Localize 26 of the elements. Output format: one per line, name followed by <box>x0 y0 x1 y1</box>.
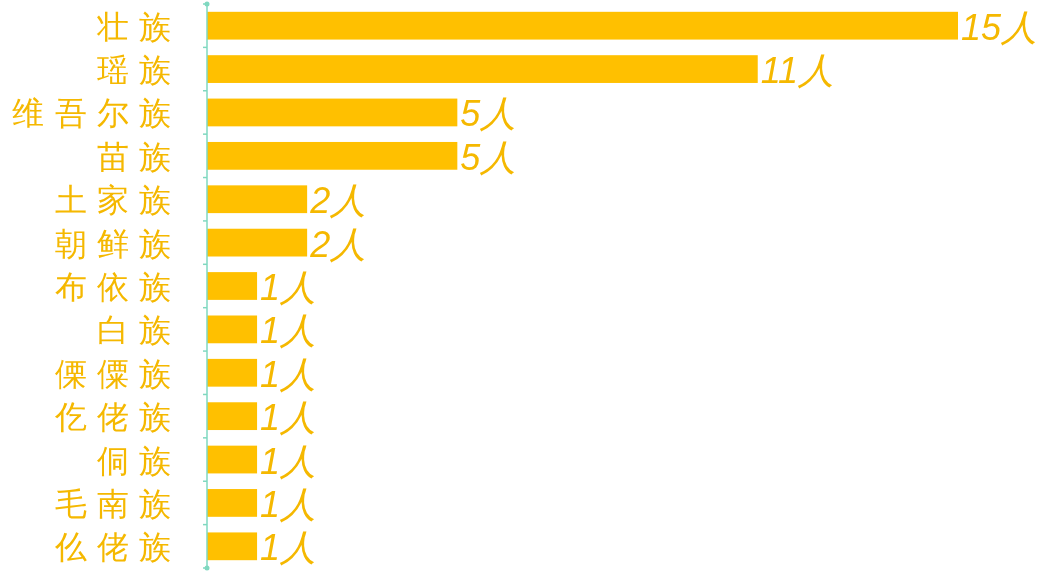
data-label: 1人 <box>260 310 317 352</box>
data-label: 5人 <box>460 93 517 135</box>
data-label: 1人 <box>260 353 317 395</box>
data-label: 15人 <box>961 6 1038 48</box>
y-tick-label: 白 族 <box>96 311 171 350</box>
y-tick-label: 苗 族 <box>96 137 171 176</box>
data-label: 1人 <box>260 440 317 482</box>
y-tick-label: 朝 鲜 族 <box>54 224 171 263</box>
data-label: 1人 <box>260 483 317 525</box>
data-label: 1人 <box>260 397 317 439</box>
data-label: 1人 <box>260 267 317 308</box>
y-tick-label: 土 家 族 <box>54 181 171 220</box>
y-tick-label: 仫 佬 族 <box>53 528 171 567</box>
y-tick-label: 侗 族 <box>96 441 171 480</box>
y-tick-label: 壮 族 <box>95 7 171 46</box>
y-tick-label: 毛 南 族 <box>54 484 171 523</box>
data-label: 5人 <box>460 136 517 178</box>
y-tick-label: 维 吾 尔 族 <box>12 94 171 133</box>
y-tick-label: 傈 僳 族 <box>54 354 171 393</box>
data-label: 2人 <box>309 180 367 222</box>
y-tick-label: 瑶 族 <box>96 51 171 90</box>
data-label: 1人 <box>260 527 317 569</box>
data-label: 11人 <box>760 50 835 92</box>
data-label: 2人 <box>309 223 367 265</box>
y-tick-label: 仡 佬 族 <box>53 398 171 437</box>
y-tick-label: 布 依 族 <box>54 268 171 306</box>
